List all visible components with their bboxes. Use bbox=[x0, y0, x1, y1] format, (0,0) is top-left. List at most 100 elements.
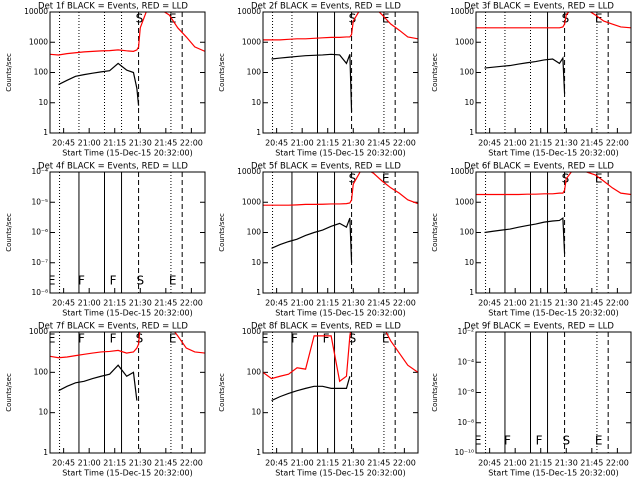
x-tick-label: 21:15 bbox=[529, 139, 552, 148]
x-tick-label: 21:45 bbox=[367, 139, 390, 148]
event-label: E bbox=[595, 12, 603, 26]
y-tick-label: 1000 bbox=[455, 197, 474, 206]
event-label: E bbox=[382, 332, 390, 346]
x-tick-label: 21:15 bbox=[103, 459, 126, 468]
event-label: F bbox=[323, 332, 330, 346]
chart-title: Det 2f BLACK = Events, RED = LLD bbox=[251, 2, 401, 12]
event-label: F bbox=[291, 332, 298, 346]
series-line bbox=[50, 332, 205, 359]
x-tick-label: 21:45 bbox=[154, 139, 177, 148]
x-tick-label: 21:45 bbox=[580, 139, 603, 148]
y-tick-label: 1000 bbox=[242, 37, 261, 46]
x-tick-label: 21:00 bbox=[291, 459, 314, 468]
x-tick-label: 21:30 bbox=[555, 299, 578, 308]
x-tick-label: 20:45 bbox=[478, 299, 501, 308]
y-tick-label: 10 bbox=[464, 98, 474, 107]
x-tick-label: 21:45 bbox=[367, 459, 390, 468]
y-tick-label: 10000 bbox=[237, 7, 261, 16]
x-tick-label: 21:30 bbox=[129, 459, 152, 468]
y-tick-label: 10 bbox=[251, 98, 261, 107]
x-tick-label: 22:00 bbox=[180, 139, 203, 148]
x-tick-label: 21:15 bbox=[316, 139, 339, 148]
y-tick-label: 10⁻¹⁰ bbox=[454, 448, 474, 457]
x-axis-label: Start Time (15-Dec-15 20:32:00) bbox=[62, 149, 193, 158]
y-tick-label: 10000 bbox=[450, 7, 474, 16]
x-tick-label: 20:45 bbox=[52, 459, 75, 468]
y-tick-label: 1 bbox=[256, 128, 261, 137]
x-tick-label: 22:00 bbox=[606, 139, 629, 148]
y-tick-label: 10 bbox=[38, 98, 48, 107]
y-tick-label: 10⁻⁴ bbox=[31, 167, 48, 176]
event-label: E bbox=[48, 274, 56, 288]
y-axis-label: Counts/sec bbox=[5, 53, 13, 92]
x-tick-label: 21:30 bbox=[342, 139, 365, 148]
x-tick-label: 21:30 bbox=[342, 299, 365, 308]
x-tick-label: 22:00 bbox=[606, 459, 629, 468]
chart-title: Det 1f BLACK = Events, RED = LLD bbox=[38, 2, 188, 12]
y-tick-label: 10000 bbox=[24, 7, 48, 16]
event-label: S bbox=[562, 434, 570, 448]
y-tick-label: 100 bbox=[247, 228, 262, 237]
y-tick-label: 1 bbox=[43, 448, 48, 457]
y-tick-label: 10⁻⁸ bbox=[31, 288, 48, 297]
x-tick-label: 21:45 bbox=[367, 299, 390, 308]
event-label: E bbox=[169, 332, 177, 346]
x-tick-label: 22:00 bbox=[180, 299, 203, 308]
x-axis-label: Start Time (15-Dec-15 20:32:00) bbox=[488, 309, 619, 318]
x-tick-label: 20:45 bbox=[265, 459, 288, 468]
y-tick-label: 10000 bbox=[237, 167, 261, 176]
event-label: S bbox=[349, 332, 357, 346]
y-axis-label: Counts/sec bbox=[431, 213, 439, 252]
series-line bbox=[476, 172, 631, 196]
y-tick-label: 10 bbox=[38, 408, 48, 417]
y-tick-label: 1000 bbox=[29, 327, 48, 336]
y-tick-label: 1000 bbox=[242, 327, 261, 336]
x-tick-label: 21:45 bbox=[154, 459, 177, 468]
y-tick-label: 100 bbox=[247, 367, 262, 376]
plot-frame bbox=[262, 11, 419, 134]
y-tick-label: 100 bbox=[34, 68, 49, 77]
y-tick-label: 1 bbox=[43, 128, 48, 137]
x-axis-label: Start Time (15-Dec-15 20:32:00) bbox=[275, 149, 406, 158]
event-label: S bbox=[136, 274, 144, 288]
x-axis-label: Start Time (15-Dec-15 20:32:00) bbox=[275, 469, 406, 478]
event-label: E bbox=[595, 172, 603, 186]
y-tick-label: 10000 bbox=[450, 167, 474, 176]
plot-frame bbox=[49, 331, 206, 454]
x-tick-label: 21:15 bbox=[103, 299, 126, 308]
y-axis-label: Counts/sec bbox=[5, 213, 13, 252]
event-label: F bbox=[536, 434, 543, 448]
x-tick-label: 21:45 bbox=[580, 459, 603, 468]
x-tick-label: 21:30 bbox=[129, 139, 152, 148]
plot-frame bbox=[475, 171, 632, 294]
x-tick-label: 21:30 bbox=[555, 139, 578, 148]
x-tick-label: 21:30 bbox=[342, 459, 365, 468]
y-axis-label: Counts/sec bbox=[218, 213, 226, 252]
y-tick-label: 10⁻⁶ bbox=[457, 388, 474, 397]
x-tick-label: 22:00 bbox=[393, 139, 416, 148]
event-label: E bbox=[169, 12, 177, 26]
x-tick-label: 21:00 bbox=[78, 139, 101, 148]
y-tick-label: 10 bbox=[251, 408, 261, 417]
x-tick-label: 22:00 bbox=[180, 459, 203, 468]
x-tick-label: 20:45 bbox=[265, 139, 288, 148]
event-label: F bbox=[78, 332, 85, 346]
plot-frame bbox=[49, 171, 206, 294]
y-axis-label: Counts/sec bbox=[5, 373, 13, 412]
x-tick-label: 21:45 bbox=[154, 299, 177, 308]
event-label: E bbox=[474, 434, 482, 448]
chart-title: Det 3f BLACK = Events, RED = LLD bbox=[464, 2, 614, 12]
y-tick-label: 100 bbox=[247, 68, 262, 77]
chart-title: Det 8f BLACK = Events, RED = LLD bbox=[251, 322, 401, 332]
series-line bbox=[263, 12, 418, 41]
x-tick-label: 22:00 bbox=[393, 459, 416, 468]
event-label: E bbox=[169, 274, 177, 288]
x-tick-label: 21:00 bbox=[504, 139, 527, 148]
x-tick-label: 21:15 bbox=[103, 139, 126, 148]
event-label: E bbox=[261, 332, 269, 346]
series-line bbox=[271, 376, 351, 402]
event-label: F bbox=[110, 332, 117, 346]
x-tick-label: 21:15 bbox=[529, 299, 552, 308]
